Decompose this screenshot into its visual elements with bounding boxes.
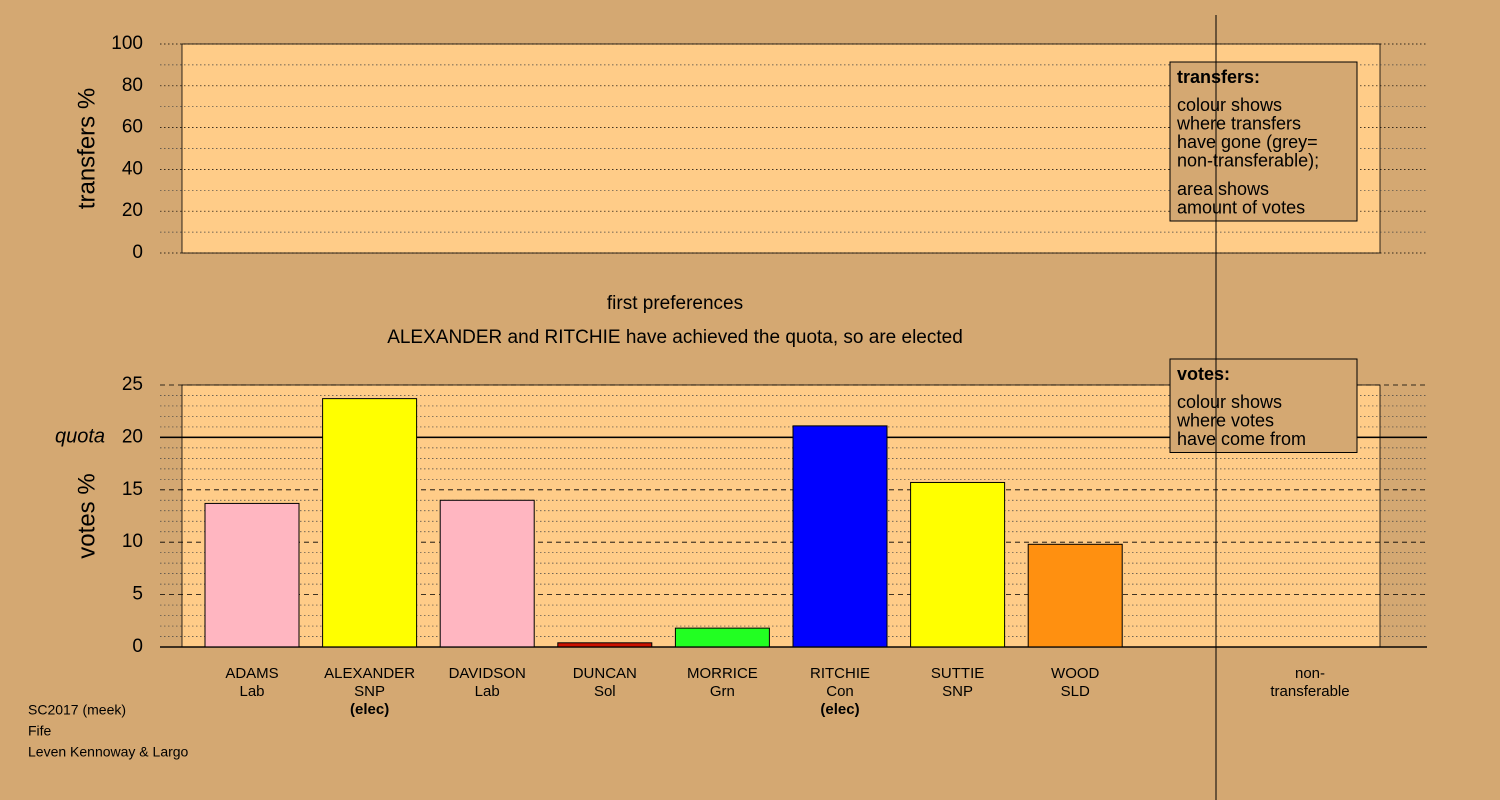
y-axis-title: transfers %: [73, 88, 100, 209]
bar: [910, 481, 1006, 648]
elected-note: (elec): [350, 701, 389, 718]
y-tick-label: 0: [132, 242, 143, 263]
y-tick-label: 80: [122, 75, 143, 96]
chart-subtitle: ALEXANDER and RITCHIE have achieved the …: [387, 327, 963, 348]
y-tick-label: 5: [132, 584, 143, 605]
party-label: Sol: [594, 683, 616, 700]
bar: [674, 627, 770, 648]
y-tick-label: 0: [132, 636, 143, 657]
footer-text: Leven Kennoway & Largo: [28, 744, 189, 760]
bar: [792, 425, 888, 648]
party-label: SNP: [354, 683, 385, 700]
y-tick-label: 25: [122, 374, 143, 395]
x-tick-label: RITCHIE: [810, 665, 870, 682]
legend-text: colour shows: [1177, 95, 1282, 115]
y-tick-label: 20: [122, 200, 143, 221]
bar: [1027, 543, 1123, 648]
legend-text: area shows: [1177, 179, 1269, 199]
x-tick-label: DAVIDSON: [449, 665, 526, 682]
y-tick-label: 40: [122, 158, 143, 179]
party-label: SNP: [942, 683, 973, 700]
x-tick-label: WOOD: [1051, 665, 1099, 682]
x-tick-label: SUTTIE: [931, 665, 984, 682]
bar: [439, 499, 535, 648]
party-label: Lab: [239, 683, 264, 700]
chart-title: first preferences: [607, 293, 743, 314]
quota-label: quota: [55, 426, 105, 448]
footer-text: Fife: [28, 723, 52, 739]
x-tick-label: DUNCAN: [573, 665, 637, 682]
legend-text: have gone (grey=: [1177, 132, 1318, 152]
y-tick-label: 100: [111, 33, 143, 54]
party-label: Con: [826, 683, 854, 700]
x-tick-label: ALEXANDER: [324, 665, 415, 682]
bar: [204, 502, 300, 648]
party-label: Lab: [475, 683, 500, 700]
legend-text: where votes: [1176, 410, 1274, 430]
legend-title: transfers:: [1177, 67, 1260, 87]
bar: [322, 398, 418, 648]
nontransferable-label: transferable: [1270, 683, 1349, 700]
legend-text: have come from: [1177, 429, 1306, 449]
y-tick-label: 20: [122, 426, 143, 447]
legend-text: amount of votes: [1177, 197, 1305, 217]
y-tick-label: 60: [122, 117, 143, 138]
party-label: SLD: [1061, 683, 1090, 700]
legend-box: [1169, 358, 1358, 453]
x-tick-label: MORRICE: [687, 665, 758, 682]
legend-text: where transfers: [1176, 113, 1301, 133]
x-tick-label: ADAMS: [225, 665, 278, 682]
party-label: Grn: [710, 683, 735, 700]
y-tick-label: 10: [122, 531, 143, 552]
legend-text: non-transferable);: [1177, 150, 1319, 170]
nontransferable-label: non-: [1295, 665, 1325, 682]
legend-text: colour shows: [1177, 392, 1282, 412]
legend-box: [1169, 61, 1358, 222]
legend-title: votes:: [1177, 364, 1230, 384]
y-axis-title: votes %: [73, 473, 100, 558]
footer-text: SC2017 (meek): [28, 702, 126, 718]
elected-note: (elec): [820, 701, 859, 718]
y-tick-label: 15: [122, 479, 143, 500]
